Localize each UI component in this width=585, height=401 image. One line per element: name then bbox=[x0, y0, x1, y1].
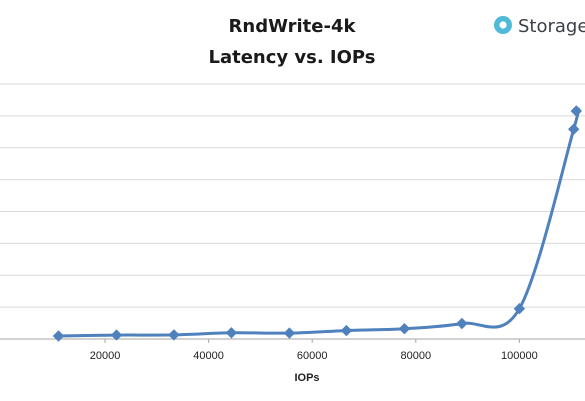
series bbox=[52, 105, 583, 342]
data-point bbox=[513, 302, 526, 315]
grid-lines bbox=[0, 83, 585, 340]
data-point bbox=[456, 317, 468, 330]
x-tick-label: 20000 bbox=[90, 350, 121, 362]
data-point bbox=[52, 330, 65, 342]
x-tick-label: 40000 bbox=[193, 350, 224, 362]
data-point bbox=[340, 324, 353, 337]
brand-circle-icon-inner bbox=[499, 21, 507, 29]
x-axis: 20000 40000 60000 80000 100000 bbox=[90, 339, 538, 362]
data-point bbox=[398, 322, 411, 335]
x-tick-label: 100000 bbox=[501, 350, 538, 362]
brand-name: Storage bbox=[518, 16, 585, 37]
brand-logo: Storage bbox=[494, 16, 585, 37]
data-point bbox=[110, 329, 123, 341]
chart-title-line-1: RndWrite-4k bbox=[229, 16, 357, 37]
data-point bbox=[168, 329, 180, 341]
x-tick-label: 60000 bbox=[297, 350, 328, 362]
chart-title-line-2: Latency vs. IOPs bbox=[208, 47, 375, 68]
x-tick-label: 80000 bbox=[401, 350, 432, 362]
data-point bbox=[570, 105, 583, 117]
data-point bbox=[225, 327, 238, 339]
x-axis-title: IOPs bbox=[294, 372, 319, 384]
data-point bbox=[283, 327, 296, 339]
data-point bbox=[567, 123, 580, 135]
series-line bbox=[57, 107, 581, 338]
